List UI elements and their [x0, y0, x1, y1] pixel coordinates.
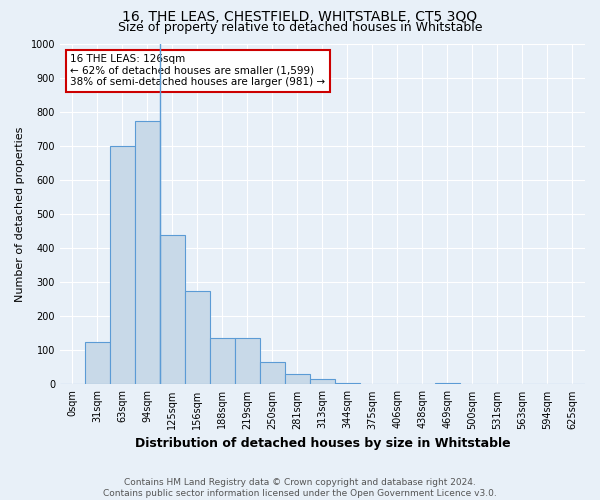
Y-axis label: Number of detached properties: Number of detached properties: [15, 126, 25, 302]
Text: Contains HM Land Registry data © Crown copyright and database right 2024.
Contai: Contains HM Land Registry data © Crown c…: [103, 478, 497, 498]
Bar: [260, 362, 285, 384]
Text: 16 THE LEAS: 126sqm
← 62% of detached houses are smaller (1,599)
38% of semi-det: 16 THE LEAS: 126sqm ← 62% of detached ho…: [70, 54, 326, 88]
Bar: [85, 342, 110, 384]
Bar: [135, 120, 160, 384]
Bar: [210, 338, 235, 384]
Bar: [235, 338, 260, 384]
Bar: [285, 374, 310, 384]
X-axis label: Distribution of detached houses by size in Whitstable: Distribution of detached houses by size …: [134, 437, 510, 450]
Text: 16, THE LEAS, CHESTFIELD, WHITSTABLE, CT5 3QQ: 16, THE LEAS, CHESTFIELD, WHITSTABLE, CT…: [122, 10, 478, 24]
Bar: [310, 380, 335, 384]
Text: Size of property relative to detached houses in Whitstable: Size of property relative to detached ho…: [118, 21, 482, 34]
Bar: [110, 146, 135, 384]
Bar: [335, 382, 360, 384]
Bar: [185, 291, 210, 384]
Bar: [160, 234, 185, 384]
Bar: [435, 382, 460, 384]
